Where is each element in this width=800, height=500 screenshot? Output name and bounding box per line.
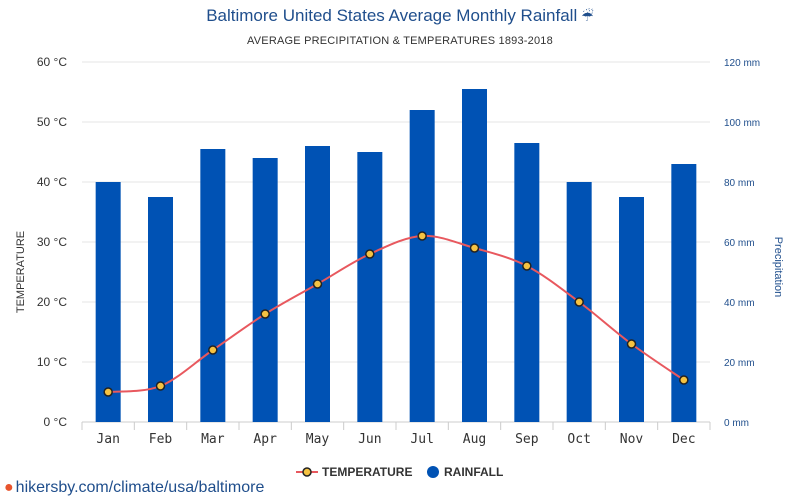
source-link-text: hikersby.com/climate/usa/baltimore (15, 479, 265, 496)
chart-title: Baltimore United States Average Monthly … (0, 6, 800, 26)
temperature-point (312, 279, 323, 289)
legend-temperature-label: TEMPERATURE (322, 465, 412, 479)
temperature-point (103, 387, 113, 397)
y-left-tick-label: 40 °C (37, 175, 67, 189)
y-left-tick-label: 60 °C (37, 55, 67, 69)
y-right-axis-title: Precipitation (772, 237, 784, 298)
temperature-point (417, 231, 427, 241)
y-right-tick-label: 80 mm (724, 178, 755, 189)
source-link[interactable]: ● hikersby.com/climate/usa/baltimore (4, 479, 264, 497)
temperature-point (155, 381, 166, 391)
chart-subtitle: AVERAGE PRECIPITATION & TEMPERATURES 189… (247, 35, 553, 47)
y-right-tick-label: 100 mm (724, 118, 760, 129)
rainfall-bar (514, 143, 540, 422)
x-tick-label: May (306, 432, 330, 447)
rainfall-bar (357, 152, 383, 422)
temperature-point (469, 243, 480, 253)
temperature-line (108, 234, 685, 393)
x-tick-label: Jul (410, 432, 433, 447)
umbrella-icon: ☔ (581, 8, 594, 24)
temperature-point (626, 339, 637, 349)
rainfall-bar (619, 197, 644, 422)
legend-temperature-marker (302, 467, 312, 477)
y-left-tick-label: 20 °C (37, 295, 67, 309)
x-tick-label: Apr (253, 432, 277, 447)
rainfall-bar (252, 158, 278, 422)
legend-rainfall-label: RAINFALL (444, 465, 503, 479)
y-left-axis-title: TEMPERATURE (15, 231, 27, 313)
x-tick-label: Dec (672, 432, 695, 447)
y-left-tick-label: 0 °C (44, 415, 68, 429)
x-tick-label: Feb (149, 432, 173, 447)
temperature-point (365, 249, 375, 259)
y-right-tick-label: 20 mm (724, 358, 755, 369)
y-right-tick-label: 40 mm (724, 298, 755, 309)
temperature-point (522, 261, 532, 271)
legend-rainfall-marker (427, 466, 439, 478)
y-left-tick-label: 30 °C (37, 235, 67, 249)
temperature-point (260, 309, 270, 319)
x-tick-label: Jan (96, 432, 119, 447)
temperature-point (574, 297, 584, 307)
y-right-tick-label: 0 mm (724, 418, 749, 429)
x-tick-label: Oct (567, 432, 590, 447)
x-tick-label: Sep (515, 432, 539, 447)
rainfall-bar (409, 110, 435, 422)
temperature-point (679, 375, 689, 385)
y-right-tick-label: 60 mm (724, 238, 755, 249)
x-tick-label: Mar (201, 432, 225, 447)
rainfall-bar (462, 89, 487, 422)
x-tick-label: Jun (358, 432, 381, 447)
chart-title-text: Baltimore United States Average Monthly … (206, 6, 578, 25)
rainfall-bar (200, 149, 226, 422)
x-tick-label: Nov (620, 432, 644, 447)
y-right-tick-label: 120 mm (724, 58, 760, 69)
location-pin-icon: ● (4, 479, 14, 496)
rainfall-bar (95, 182, 121, 422)
y-left-tick-label: 50 °C (37, 115, 67, 129)
x-tick-label: Aug (463, 432, 486, 447)
y-left-tick-label: 10 °C (37, 355, 67, 369)
temperature-point (208, 345, 218, 355)
